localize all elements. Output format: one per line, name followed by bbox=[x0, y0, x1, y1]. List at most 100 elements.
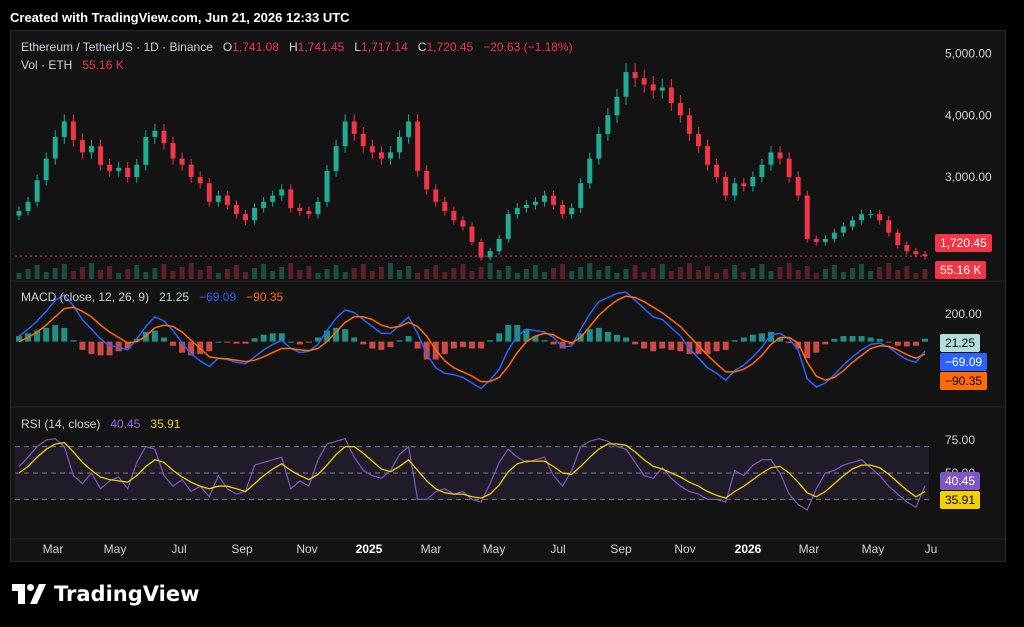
volume-bar bbox=[587, 263, 593, 279]
rsi-ma-value: 35.91 bbox=[150, 417, 181, 431]
x-axis-label: Jul bbox=[171, 542, 186, 556]
macd-histogram-bar bbox=[922, 338, 928, 342]
macd-histogram-bar bbox=[505, 325, 512, 342]
candle-body bbox=[460, 220, 466, 227]
volume-bar bbox=[442, 272, 448, 279]
macd-histogram-bar bbox=[459, 341, 466, 348]
candle-body bbox=[61, 121, 67, 137]
candle-body bbox=[378, 152, 384, 159]
macd-label[interactable]: MACD (close, 12, 26, 9) bbox=[21, 290, 150, 304]
volume-bar bbox=[723, 269, 729, 279]
candle-body bbox=[668, 87, 674, 103]
macd-histogram-bar bbox=[641, 341, 648, 349]
volume-bar bbox=[342, 272, 348, 279]
volume-bar bbox=[243, 272, 248, 279]
volume-bar bbox=[614, 273, 620, 279]
volume-bar bbox=[16, 273, 22, 279]
macd-histogram-bar bbox=[151, 330, 158, 342]
volume-bar bbox=[270, 271, 276, 279]
macd-histogram-bar bbox=[378, 341, 385, 350]
volume-bar bbox=[813, 273, 819, 279]
candle-body bbox=[415, 121, 421, 171]
candle-body bbox=[877, 214, 883, 221]
candle-body bbox=[605, 115, 611, 134]
tradingview-logo[interactable]: TradingView bbox=[12, 580, 199, 608]
candle-body bbox=[831, 232, 837, 239]
candle-body bbox=[197, 177, 203, 184]
macd-histogram-bar bbox=[278, 333, 285, 342]
macd-histogram-bar bbox=[260, 334, 267, 342]
volume-bar bbox=[705, 266, 711, 279]
macd-histogram-bar bbox=[296, 341, 303, 345]
candle-body bbox=[279, 189, 285, 196]
candle-body bbox=[569, 207, 575, 215]
macd-histogram-bar bbox=[749, 334, 756, 342]
chart-frame[interactable]: 5,000.004,000.003,000.002,000.00200.0075… bbox=[10, 30, 1007, 563]
candle-body bbox=[759, 164, 765, 178]
volume-bar bbox=[215, 273, 221, 279]
rsi-legend: RSI (14, close) 40.45 35.91 bbox=[21, 417, 180, 431]
candle-body bbox=[297, 207, 303, 212]
volume-bar bbox=[641, 272, 647, 279]
macd-histogram-bar bbox=[786, 341, 793, 343]
macd-histogram-bar bbox=[487, 340, 494, 342]
volume-bar bbox=[52, 268, 58, 279]
candle-body bbox=[360, 133, 366, 147]
macd-histogram-bar bbox=[478, 341, 485, 349]
rsi-line bbox=[18, 437, 926, 511]
candle-body bbox=[741, 183, 747, 187]
x-axis-label: May bbox=[104, 542, 127, 556]
volume-bar bbox=[297, 270, 303, 279]
volume-bar bbox=[134, 265, 140, 279]
x-axis-label: Jul bbox=[550, 542, 565, 556]
volume-bar bbox=[677, 267, 683, 279]
macd-histogram-bar bbox=[613, 334, 620, 342]
volume-label[interactable]: Vol · ETH bbox=[21, 58, 73, 72]
volume-bar bbox=[224, 269, 230, 279]
rsi-label[interactable]: RSI (14, close) bbox=[21, 417, 101, 431]
rsi-value: 40.45 bbox=[110, 417, 141, 431]
macd-histogram-bar bbox=[305, 341, 312, 343]
volume-bar bbox=[732, 265, 738, 279]
tradingview-logo-icon bbox=[12, 584, 46, 604]
macd-histogram-bar bbox=[713, 341, 720, 352]
candle-body bbox=[578, 183, 584, 208]
candle-body bbox=[342, 121, 348, 147]
high-value: 1,741.45 bbox=[297, 40, 345, 54]
candle-body bbox=[442, 201, 448, 212]
x-axis-label: 2025 bbox=[356, 542, 383, 556]
open-value: 1,741.08 bbox=[232, 40, 279, 54]
candle-body bbox=[659, 87, 665, 91]
volume-bar bbox=[252, 268, 258, 279]
macd-histogram-bar bbox=[912, 341, 919, 346]
macd-hist-value: 21.25 bbox=[159, 290, 190, 304]
candle-body bbox=[43, 158, 49, 181]
symbol-title[interactable]: Ethereum / TetherUS · 1D · Binance bbox=[21, 40, 213, 54]
macd-histogram-bar bbox=[441, 341, 448, 355]
macd-histogram-bar bbox=[668, 341, 675, 350]
candle-body bbox=[650, 84, 656, 91]
volume-bar bbox=[188, 263, 194, 279]
volume-bar bbox=[496, 270, 502, 279]
volume-bar bbox=[424, 269, 430, 279]
close-value: 1,720.45 bbox=[426, 40, 474, 54]
volume-bar bbox=[659, 264, 665, 279]
chart-canvas[interactable]: 5,000.004,000.003,000.002,000.00200.0075… bbox=[11, 31, 1007, 563]
volume-bar bbox=[125, 269, 131, 279]
volume-bar bbox=[786, 263, 792, 279]
macd-histogram-bar bbox=[777, 337, 784, 342]
macd-histogram-bar bbox=[514, 325, 521, 342]
volume-bar bbox=[406, 266, 412, 279]
macd-histogram-bar bbox=[885, 341, 892, 343]
macd-histogram-bar bbox=[813, 341, 820, 353]
volume-bar bbox=[877, 267, 883, 279]
volume-bar bbox=[397, 270, 403, 279]
candle-body bbox=[859, 214, 865, 221]
volume-bar bbox=[433, 265, 439, 279]
volume-bar bbox=[387, 263, 393, 279]
candle-body bbox=[705, 146, 711, 165]
macd-histogram-bar bbox=[70, 340, 77, 342]
volume-bar bbox=[514, 273, 520, 279]
candle-body bbox=[623, 72, 629, 97]
volume-bar bbox=[741, 272, 747, 279]
